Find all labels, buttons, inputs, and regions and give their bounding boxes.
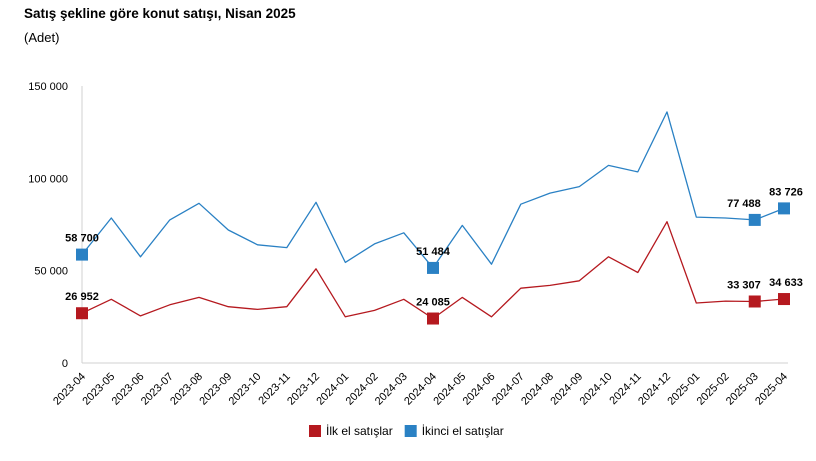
x-tick-label: 2025-04 — [753, 371, 790, 408]
data-label: 33 307 — [727, 279, 761, 291]
data-label: 58 700 — [65, 233, 99, 245]
data-label: 34 633 — [769, 277, 803, 289]
chart-markers — [76, 202, 790, 325]
data-point-marker — [778, 202, 790, 215]
x-tick-label: 2023-10 — [227, 371, 264, 408]
chart-title: Satış şekline göre konut satışı, Nisan 2… — [24, 6, 296, 21]
data-label: 77 488 — [727, 198, 761, 210]
data-label: 26 952 — [65, 291, 99, 303]
legend-swatch — [309, 425, 321, 437]
data-point-marker — [748, 213, 761, 226]
legend-label: İlk el satışlar — [326, 424, 393, 438]
x-tick-label: 2024-10 — [578, 371, 615, 408]
chart-subtitle: (Adet) — [24, 30, 60, 45]
y-tick-label: 50 000 — [34, 266, 68, 278]
chart-series-lines — [81, 111, 785, 320]
legend-swatch — [404, 425, 417, 437]
y-tick-label: 0 — [62, 358, 68, 370]
data-point-marker — [76, 248, 88, 261]
legend-label: İkinci el satışlar — [422, 424, 504, 438]
chart-data-labels: 26 952 24 085 33 307 34 633 58 700 51 484 77 4… — [65, 186, 803, 308]
data-point-marker — [748, 295, 761, 308]
series-line — [81, 111, 785, 269]
y-tick-label: 100 000 — [28, 173, 68, 185]
y-tick-label: 150 000 — [28, 81, 68, 93]
data-label: 24 085 — [416, 297, 450, 309]
data-label: 51 484 — [416, 246, 451, 258]
data-point-marker — [427, 261, 439, 274]
data-point-marker — [778, 293, 790, 306]
data-point-marker — [76, 307, 88, 320]
data-point-marker — [427, 312, 439, 325]
data-label: 83 726 — [769, 186, 803, 198]
chart-legend: İlk el satışlar İkinci el satışlar — [309, 424, 504, 438]
